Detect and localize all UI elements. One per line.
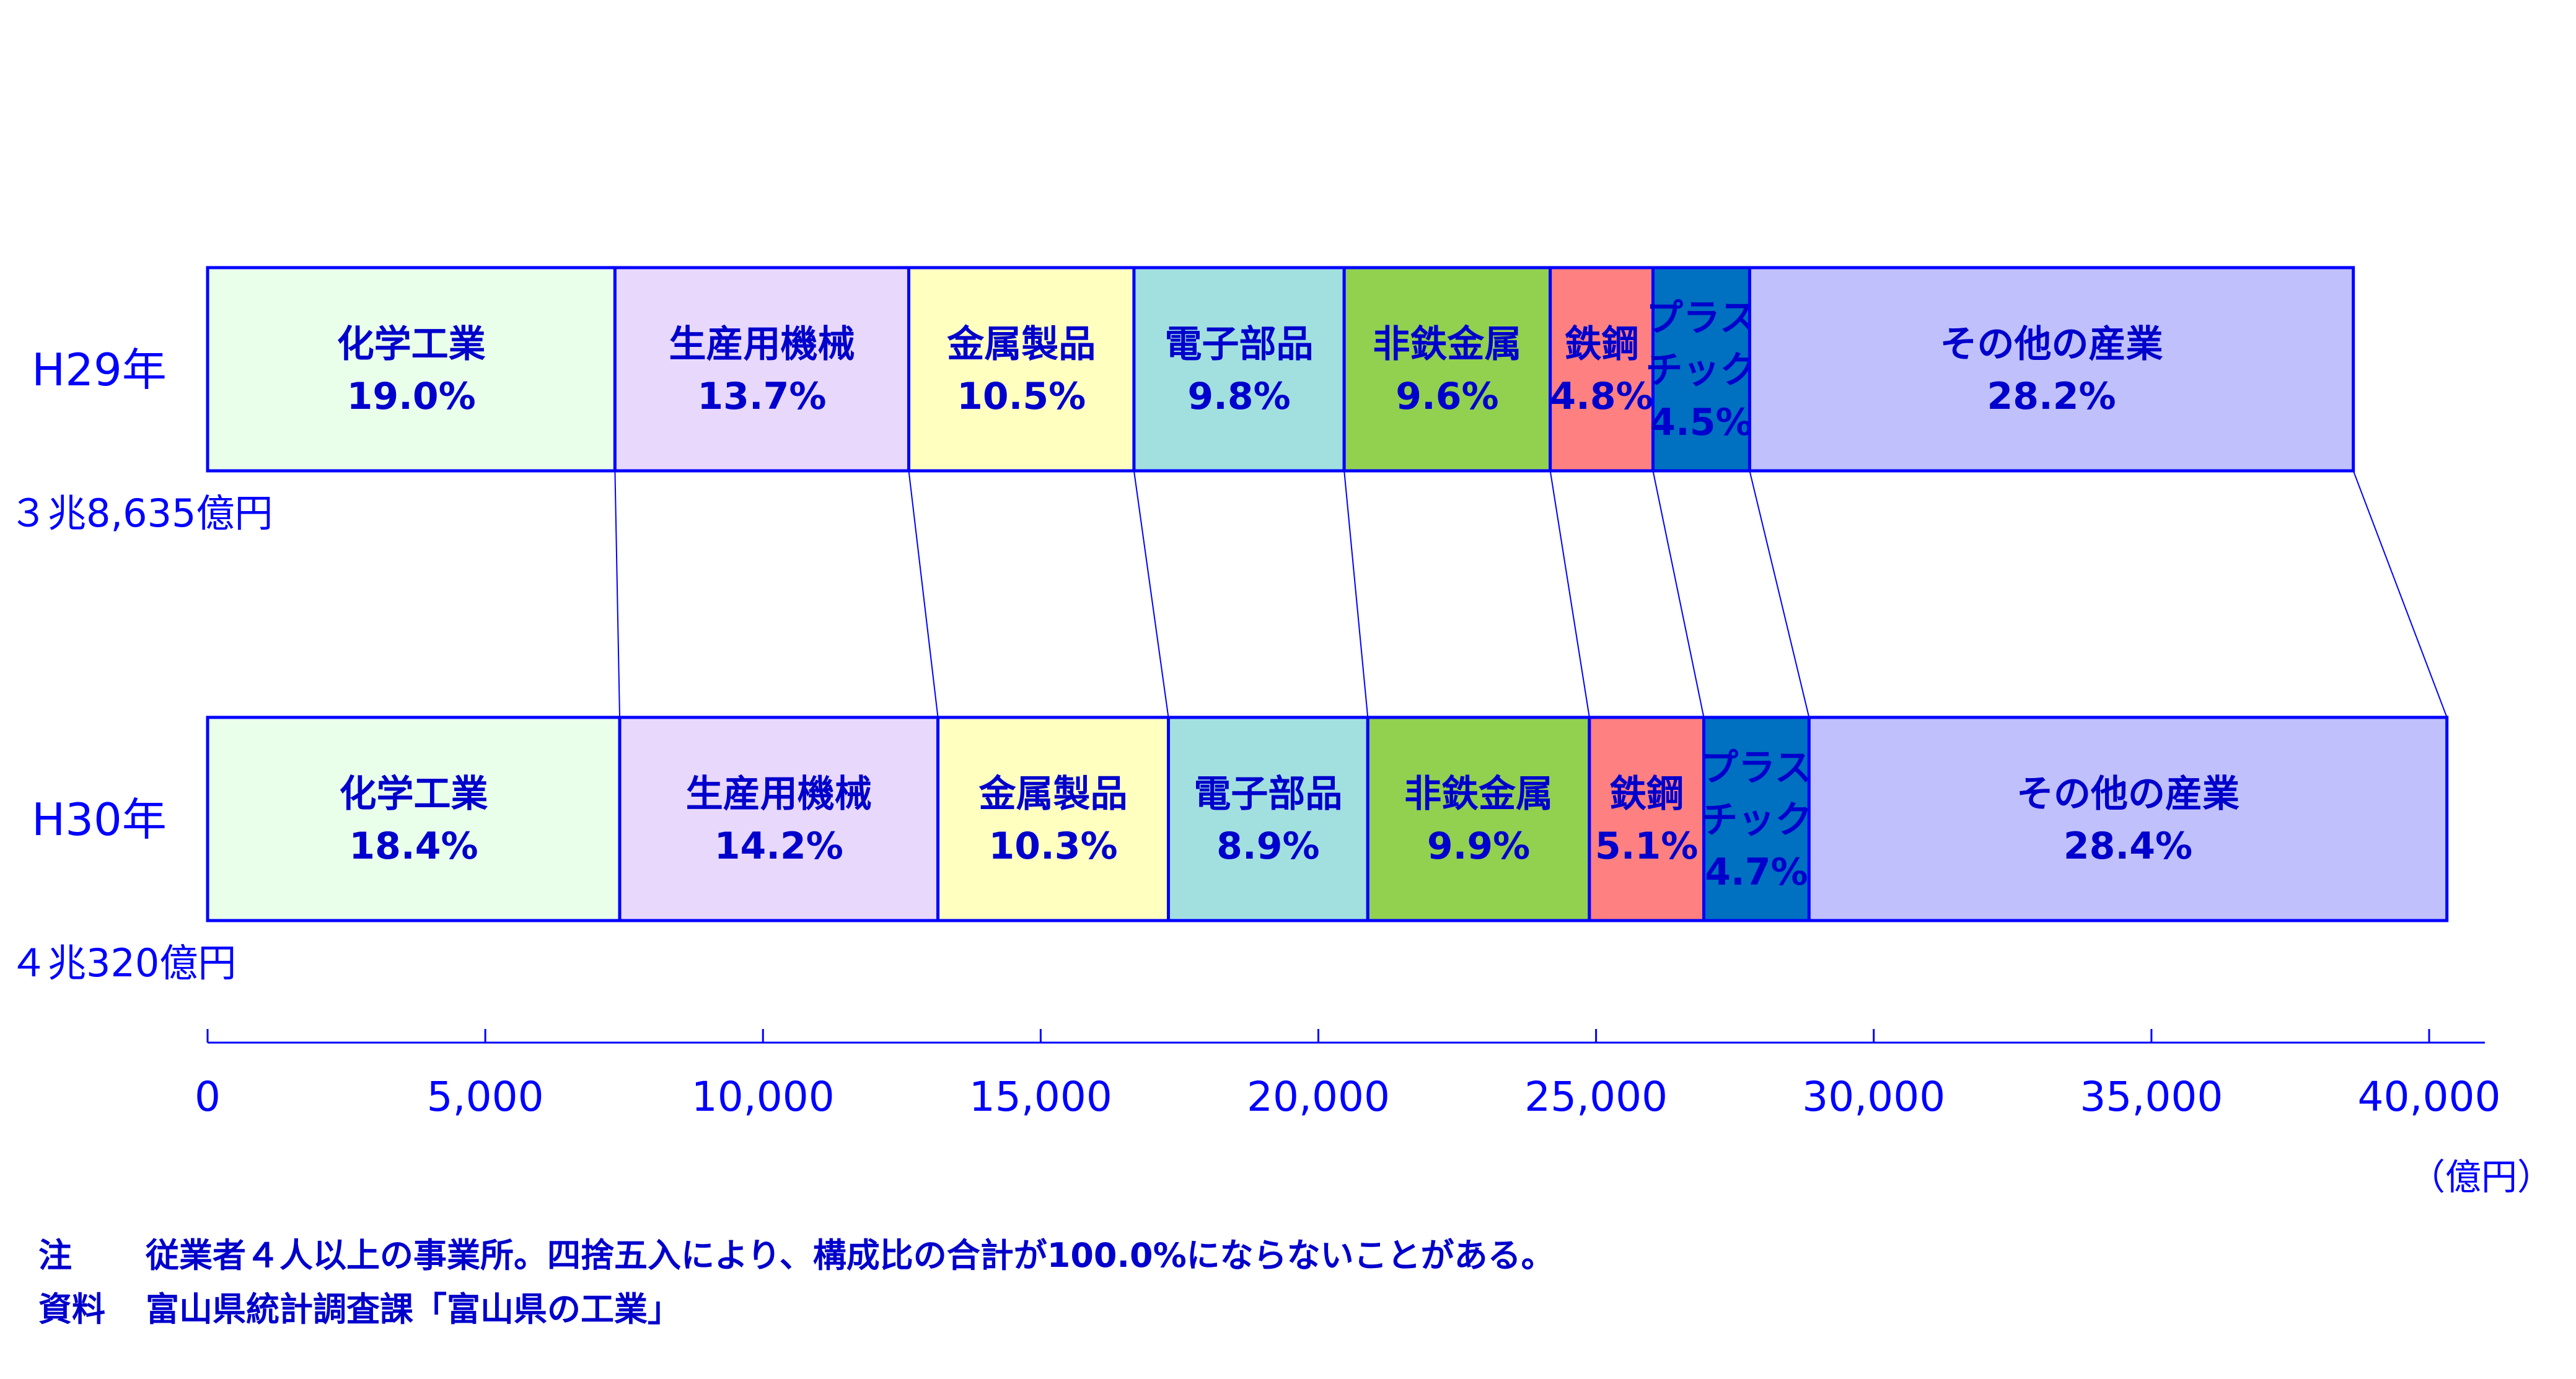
segment-share-label: 4.7% <box>1705 851 1808 894</box>
connector-line <box>908 470 939 718</box>
bar-row-1: 化学工業 19.0% 生産用機械 13.7% 金属製品 10.5% 電子部品 9.8% 非鉄金属… <box>206 266 2355 473</box>
bar-segment <box>936 716 1171 922</box>
source-text: 富山県統計調査課「富山県の工業」 <box>146 1290 681 1329</box>
bar-segment <box>1588 716 1705 922</box>
x-tick-label: 25,000 <box>1524 1073 1668 1121</box>
bar-segment <box>1167 716 1369 922</box>
bar-segment <box>1132 266 1346 473</box>
segment-category-label: 生産用機械 <box>669 323 855 366</box>
x-tick-label: 20,000 <box>1247 1073 1390 1121</box>
bar-segment <box>1747 266 2355 473</box>
segment-share-label: 8.9% <box>1216 825 1319 868</box>
connector-line <box>2352 470 2448 718</box>
bar-segment <box>1366 716 1591 922</box>
segment-share-label: 28.4% <box>2064 825 2192 868</box>
segment-category-label: 金属製品 <box>979 773 1128 816</box>
connector-line <box>1749 470 1810 718</box>
bar-segment <box>206 716 622 922</box>
bar-segment <box>907 266 1136 473</box>
segment-share-label: 13.7% <box>697 375 826 418</box>
bar-segment <box>1651 266 1751 473</box>
segment-category-label: その他の産業 <box>1940 323 2163 366</box>
x-axis-unit-label: （億円） <box>2409 1156 2553 1198</box>
segment-share-label: 10.3% <box>988 825 1117 868</box>
bars: 化学工業 19.0% 生産用機械 13.7% 金属製品 10.5% 電子部品 9.8% 非鉄金属… <box>9 266 2449 986</box>
segment-category-label: プラス <box>1701 746 1812 790</box>
bar-segment <box>1549 266 1655 473</box>
segment-share-label: 9.6% <box>1396 375 1498 418</box>
segment-category-label: 電子部品 <box>1165 323 1314 366</box>
x-tick-label: 10,000 <box>692 1073 835 1121</box>
x-tick-label: 15,000 <box>969 1073 1112 1121</box>
notes: 注 従業者４人以上の事業所。四捨五入により、構成比の合計が100.0%にならない… <box>38 1236 1555 1329</box>
series-label: H29年 <box>32 344 167 396</box>
source-head: 資料 <box>38 1290 105 1329</box>
segment-share-label: 18.4% <box>349 825 478 868</box>
note-text: 従業者４人以上の事業所。四捨五入により、構成比の合計が100.0%にならないこと… <box>145 1236 1555 1275</box>
segment-share-label: 28.2% <box>1987 375 2116 418</box>
bar-row-2: 化学工業 18.4% 生産用機械 14.2% 金属製品 10.3% 電子部品 8.9% 非鉄金属… <box>206 716 2449 922</box>
connector-line <box>614 470 621 718</box>
segment-category-label: 生産用機械 <box>686 773 872 816</box>
connector-line <box>1549 470 1590 718</box>
bar-segment <box>618 716 940 922</box>
segment-category-label: 化学工業 <box>340 773 488 816</box>
bar-segment <box>1342 266 1552 473</box>
segment-share-label: 14.2% <box>714 825 843 868</box>
segment-category-label: チック <box>1645 349 1757 392</box>
segment-share-label: 9.8% <box>1187 375 1290 418</box>
segment-category-label: 金属製品 <box>947 323 1096 366</box>
series-total-label: ４兆320億円 <box>9 940 236 986</box>
segment-category-label: チック <box>1700 799 1812 842</box>
segment-category-label: 電子部品 <box>1193 773 1342 816</box>
bar-segment <box>613 266 911 473</box>
segment-category-label: 鉄鋼 <box>1609 773 1684 816</box>
segment-category-label: その他の産業 <box>2016 773 2240 816</box>
bar-segment <box>1702 716 1811 922</box>
x-tick-label: 0 <box>195 1073 221 1121</box>
bar-segment <box>206 266 617 473</box>
x-axis-ticks: 0 5,000 10,000 15,000 20,000 25,000 30,000 35,0… <box>195 1029 2500 1121</box>
segment-category-label: 非鉄金属 <box>1373 323 1521 366</box>
x-tick-label: 40,000 <box>2358 1073 2501 1121</box>
x-tick-label: 35,000 <box>2080 1073 2223 1121</box>
segment-share-label: 9.9% <box>1427 825 1530 868</box>
bar-segment <box>1807 716 2449 922</box>
segment-share-label: 10.5% <box>957 375 1086 418</box>
x-tick-label: 30,000 <box>1802 1073 1945 1121</box>
segment-share-label: 5.1% <box>1595 825 1698 868</box>
x-tick-label: 5,000 <box>427 1073 544 1121</box>
connector-line <box>1343 470 1369 718</box>
series-total-label: ３兆8,635億円 <box>9 491 273 536</box>
connector-lines <box>614 470 2448 718</box>
segment-category-label: 非鉄金属 <box>1404 773 1553 816</box>
note-head: 注 <box>38 1236 72 1275</box>
series-label: H30年 <box>32 794 167 846</box>
segment-category-label: プラス <box>1646 297 1757 340</box>
segment-share-label: 19.0% <box>347 375 476 418</box>
segment-category-label: 化学工業 <box>337 323 486 366</box>
segment-share-label: 4.5% <box>1650 401 1752 444</box>
segment-category-label: 鉄鋼 <box>1565 323 1639 366</box>
connector-line <box>1652 470 1705 718</box>
segment-share-label: 4.8% <box>1550 375 1653 418</box>
connector-line <box>1133 470 1169 718</box>
